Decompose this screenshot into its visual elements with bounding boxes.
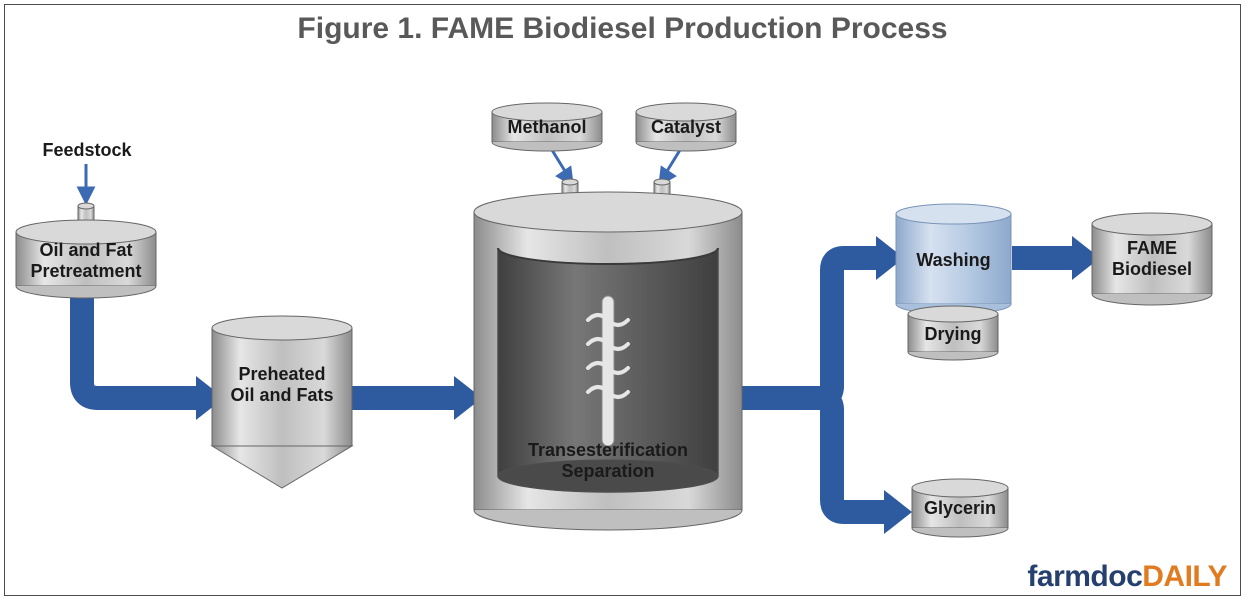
glycerin-label: Glycerin bbox=[912, 498, 1008, 519]
feedstock-label: Feedstock bbox=[32, 140, 142, 161]
methanol-label: Methanol bbox=[492, 117, 602, 138]
logo-part1: farmdoc bbox=[1027, 560, 1142, 593]
catalyst-label: Catalyst bbox=[636, 117, 736, 138]
drying-label: Drying bbox=[908, 324, 998, 345]
farmdocdaily-logo: farmdocDAILY bbox=[1027, 560, 1227, 594]
pretreatment-label: Oil and FatPretreatment bbox=[16, 240, 156, 281]
reactor-label: TransesterificationSeparation bbox=[474, 440, 742, 481]
washing-label: Washing bbox=[896, 250, 1011, 271]
flow-diagram-svg bbox=[0, 0, 1245, 600]
product-label: FAMEBiodiesel bbox=[1092, 238, 1212, 279]
preheated-label: PreheatedOil and Fats bbox=[212, 364, 352, 405]
logo-part2: DAILY bbox=[1142, 560, 1227, 593]
